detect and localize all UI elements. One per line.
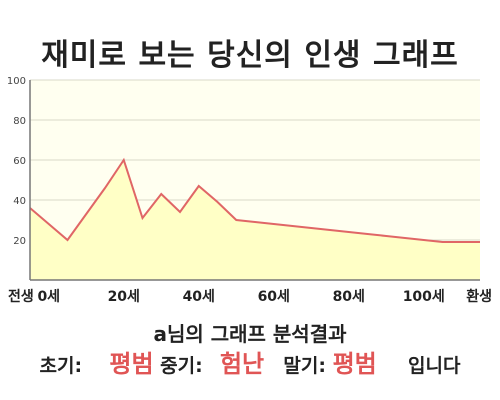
y-tick-label: 60 — [13, 156, 26, 167]
early-label: 초기: — [39, 355, 83, 377]
analysis-result: 초기: 평범 중기: 험난 말기: 평범 입니다 — [0, 344, 500, 379]
series-line — [29, 157, 480, 243]
x-tick-labels: 전생 0세 20세 40세 60세 80세 100세 환생 — [8, 288, 492, 305]
y-tick-label: 20 — [13, 236, 26, 247]
x-tick-label: 80세 — [333, 289, 365, 305]
y-tick-label: 80 — [13, 116, 26, 127]
y-tick-labels: 20 40 60 80 100 — [7, 76, 26, 247]
x-tick-label: 0세 — [37, 289, 60, 305]
x-tick-label: 20세 — [108, 289, 140, 305]
series-area — [30, 160, 480, 280]
x-tick-label: 전생 — [8, 288, 34, 305]
early-value: 평범 — [109, 350, 154, 378]
y-tick-label: 100 — [7, 76, 26, 87]
y-tick-label: 40 — [13, 196, 26, 207]
late-value: 평범 — [332, 350, 377, 378]
axes — [29, 80, 480, 281]
analysis-heading: a님의 그래프 분석결과 — [153, 322, 347, 346]
x-tick-label: 환생 — [466, 288, 492, 305]
x-tick-label: 100세 — [403, 289, 445, 305]
x-tick-label: 40세 — [183, 289, 215, 305]
mid-label: 중기: — [160, 355, 203, 377]
late-label: 말기: — [283, 355, 326, 377]
chart-title: 재미로 보는 당신의 인생 그래프 — [41, 38, 459, 73]
mid-value: 험난 — [219, 350, 265, 378]
suffix-text: 입니다 — [408, 355, 461, 377]
x-tick-label: 60세 — [258, 289, 290, 305]
